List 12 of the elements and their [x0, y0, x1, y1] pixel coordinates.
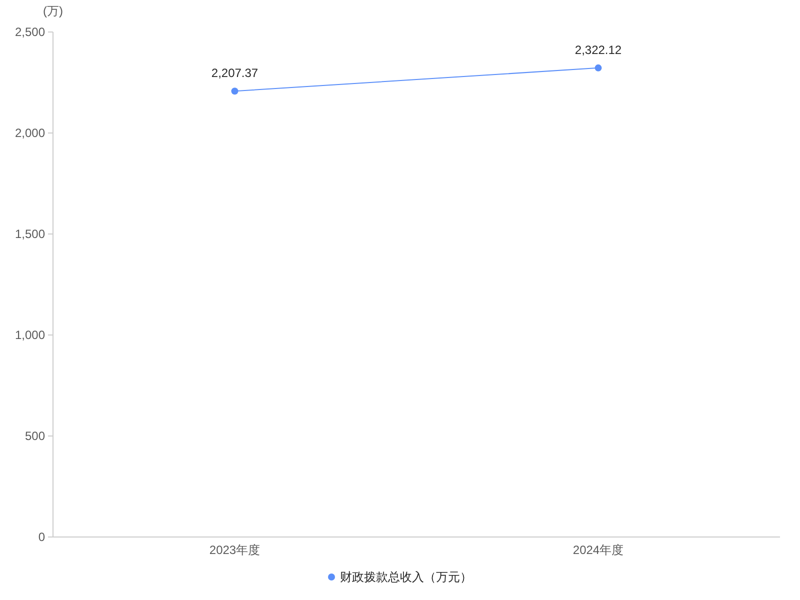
x-tick-label: 2024年度: [572, 543, 624, 557]
y-tick-label: 500: [24, 429, 46, 443]
y-tick-label: 1,000: [14, 328, 46, 342]
y-tick-label: 2,500: [14, 25, 46, 39]
data-label: 2,207.37: [211, 66, 258, 80]
data-label: 2,322.12: [574, 42, 622, 57]
y-tick-label: 2,000: [14, 126, 46, 140]
y-tick-label: 0: [38, 530, 46, 544]
y-tick-label: 1,500: [14, 227, 46, 241]
y-axis-title: (万): [43, 4, 63, 18]
x-tick-label: 2023年度: [209, 543, 260, 557]
legend: 财政拨款总收入（万元）: [328, 570, 472, 584]
